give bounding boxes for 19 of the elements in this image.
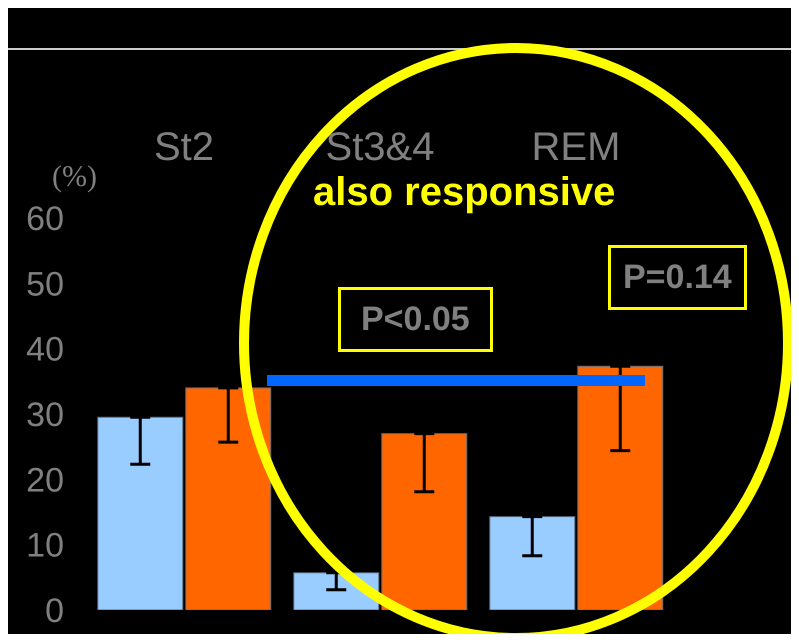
x-tick-label: REM [532, 125, 620, 169]
y-tick-label: 0 [45, 592, 64, 630]
bar [489, 516, 576, 610]
y-axis-title: (%) [52, 160, 97, 194]
y-tick-label: 50 [26, 265, 64, 304]
bar [97, 416, 184, 610]
y-tick-label: 10 [26, 526, 64, 565]
x-tick-label: St3&4 [326, 125, 434, 169]
bar [381, 433, 468, 610]
bar [185, 387, 272, 610]
bar [577, 366, 664, 610]
x-tick-label: St2 [154, 125, 214, 169]
annotation: P<0.05 [338, 287, 493, 352]
annotation: P=0.14 [608, 245, 747, 310]
y-tick-label: 60 [26, 200, 64, 238]
text: also responsive [313, 170, 616, 215]
y-tick-label: 40 [26, 330, 64, 369]
y-tick-label: 30 [26, 396, 64, 434]
y-tick-label: 20 [26, 461, 64, 500]
